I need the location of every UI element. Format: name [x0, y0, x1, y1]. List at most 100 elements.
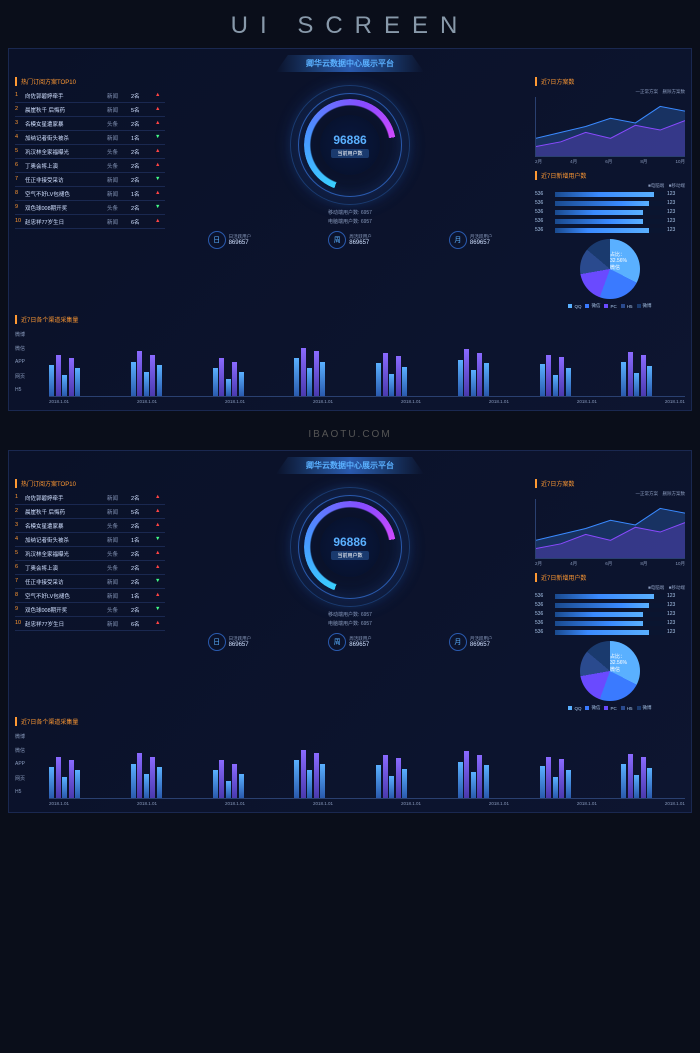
item-count: 5名	[131, 508, 155, 516]
bottom-section: 近7日各个渠道采集量 微博微信APP网页H5	[15, 717, 685, 806]
hbar-row: 536 123	[535, 218, 685, 224]
header: 卿华云数据中心展示平台	[15, 457, 685, 475]
pie-legend-item[interactable]: 微博	[637, 705, 652, 711]
item-name: 赵忠祥77岁生日	[25, 218, 107, 226]
top10-row[interactable]: 1 向佐郭碧婷牵手 新闻 2名 ▲	[15, 89, 165, 103]
top10-row[interactable]: 8 空气不好LV包褪色 新闻 1名 ▲	[15, 187, 165, 201]
top10-row[interactable]: 8 空气不好LV包褪色 新闻 1名 ▲	[15, 589, 165, 603]
page-label: UI SCREEN	[0, 0, 700, 48]
top10-title: 热门订阅方案TOP10	[15, 479, 165, 488]
bar	[540, 364, 545, 396]
item-name: 名模女星遭家暴	[25, 522, 107, 530]
item-count: 1名	[131, 536, 155, 544]
bar-group	[458, 729, 522, 798]
top10-row[interactable]: 1 向佐郭碧婷牵手 新闻 2名 ▲	[15, 491, 165, 505]
item-count: 1名	[131, 592, 155, 600]
top10-row[interactable]: 2 晨崖秋千 后悔药 新闻 5名 ▲	[15, 505, 165, 519]
top10-row[interactable]: 4 加纳记者街头被杀 新闻 1名 ▼	[15, 131, 165, 145]
period-item[interactable]: 月 月活跃用户 869657	[449, 633, 493, 651]
item-name: 赵忠祥77岁生日	[25, 620, 107, 628]
top10-row[interactable]: 10 赵忠祥77岁生日 新闻 6名 ▲	[15, 215, 165, 229]
pie-legend-item[interactable]: QQ	[568, 303, 581, 309]
top10-row[interactable]: 7 任正非接受采访 新闻 2名 ▼	[15, 173, 165, 187]
top10-row[interactable]: 6 丁奥会将上演 头条 2名 ▲	[15, 561, 165, 575]
bar-x-labels: 2018.1.012018.1.012018.1.012018.1.012018…	[49, 801, 685, 806]
rank: 10	[15, 620, 25, 628]
period-item[interactable]: 周 周活跃用户 869657	[328, 633, 372, 651]
period-item[interactable]: 日 日活跃用户 869657	[208, 231, 252, 249]
bar-group	[376, 729, 440, 798]
pie-legend-item[interactable]: PC	[604, 705, 616, 711]
rank: 4	[15, 134, 25, 142]
rank: 3	[15, 522, 25, 530]
hbar-left-value: 536	[535, 191, 553, 197]
top10-row[interactable]: 10 赵忠祥77岁生日 新闻 6名 ▲	[15, 617, 165, 631]
pie-legend-item[interactable]: QQ	[568, 705, 581, 711]
hbar-title: 近7日新增用户数	[535, 573, 685, 582]
trend-down-icon: ▼	[155, 204, 165, 212]
top10-row[interactable]: 5 巩汉林全家福曝光 头条 2名 ▲	[15, 145, 165, 159]
period-item[interactable]: 周 周活跃用户 869657	[328, 231, 372, 249]
bar	[75, 770, 80, 798]
bar	[232, 764, 237, 799]
item-name: 巩汉林全家福曝光	[25, 148, 107, 156]
pie-legend-item[interactable]: H5	[621, 303, 633, 309]
bar	[540, 766, 545, 798]
top10-row[interactable]: 2 晨崖秋千 后悔药 新闻 5名 ▲	[15, 103, 165, 117]
top10-row[interactable]: 9 双色球008期开奖 头条 2名 ▼	[15, 603, 165, 617]
period-symbol: 日	[208, 633, 226, 651]
period-item[interactable]: 月 月活跃用户 869657	[449, 231, 493, 249]
top10-row[interactable]: 7 任正非接受采访 新闻 2名 ▼	[15, 575, 165, 589]
trend-up-icon: ▲	[155, 620, 165, 628]
channel-labels: 微博微信APP网页H5	[15, 327, 45, 397]
top10-row[interactable]: 3 名模女星遭家暴 头条 2名 ▲	[15, 519, 165, 533]
hbar-track	[555, 228, 665, 233]
hbar-row: 536 123	[535, 611, 685, 617]
rank: 8	[15, 592, 25, 600]
hbar-row: 536 123	[535, 620, 685, 626]
bar-group	[621, 327, 685, 396]
hbar-row: 536 123	[535, 629, 685, 635]
item-category: 新闻	[107, 218, 131, 226]
bar	[239, 774, 244, 798]
top10-row[interactable]: 3 名模女星遭家暴 头条 2名 ▲	[15, 117, 165, 131]
bar	[213, 770, 218, 798]
item-name: 晨崖秋千 后悔药	[25, 106, 107, 114]
bar	[157, 365, 162, 396]
item-count: 2名	[131, 606, 155, 614]
item-category: 新闻	[107, 92, 131, 100]
pie-legend-item[interactable]: 微信	[585, 303, 600, 309]
top10-row[interactable]: 4 加纳记者街头被杀 新闻 1名 ▼	[15, 533, 165, 547]
top10-row[interactable]: 6 丁奥会将上演 头条 2名 ▲	[15, 159, 165, 173]
period-item[interactable]: 日 日活跃用户 869657	[208, 633, 252, 651]
bar	[484, 765, 489, 798]
rank: 6	[15, 162, 25, 170]
hbar-left-value: 536	[535, 218, 553, 224]
pie-legend-item[interactable]: H5	[621, 705, 633, 711]
bar-group	[376, 327, 440, 396]
top10-row[interactable]: 9 双色球008期开奖 头条 2名 ▼	[15, 201, 165, 215]
pie-section: 占比：32.56%微信 QQ微信PCH5微博	[535, 641, 685, 711]
pie-label: 占比：32.56%微信	[610, 251, 640, 271]
hbar-right-value: 123	[667, 191, 685, 197]
hbar-right-value: 123	[667, 620, 685, 626]
pie-legend-item[interactable]: PC	[604, 303, 616, 309]
rank: 5	[15, 148, 25, 156]
item-name: 双色球008期开奖	[25, 606, 107, 614]
item-category: 新闻	[107, 190, 131, 198]
center-panel: 96886 当前用户数 移动端用户数: 6957 电脑端用户数: 6957 日 …	[169, 77, 531, 309]
channel-label: 微信	[15, 345, 45, 352]
dashboard-2: 卿华云数据中心展示平台热门订阅方案TOP101 向佐郭碧婷牵手 新闻 2名 ▲2…	[8, 450, 692, 813]
item-category: 新闻	[107, 578, 131, 586]
top10-row[interactable]: 5 巩汉林全家福曝光 头条 2名 ▲	[15, 547, 165, 561]
pie-legend-item[interactable]: 微博	[637, 303, 652, 309]
period-symbol: 周	[328, 633, 346, 651]
rank: 3	[15, 120, 25, 128]
bar-groups	[49, 327, 685, 397]
rank: 4	[15, 536, 25, 544]
hbar-right-value: 123	[667, 629, 685, 635]
item-count: 2名	[131, 494, 155, 502]
bar	[458, 762, 463, 798]
pie-legend-item[interactable]: 微信	[585, 705, 600, 711]
pie-legend: QQ 微信 PC H5 微博	[568, 303, 651, 309]
